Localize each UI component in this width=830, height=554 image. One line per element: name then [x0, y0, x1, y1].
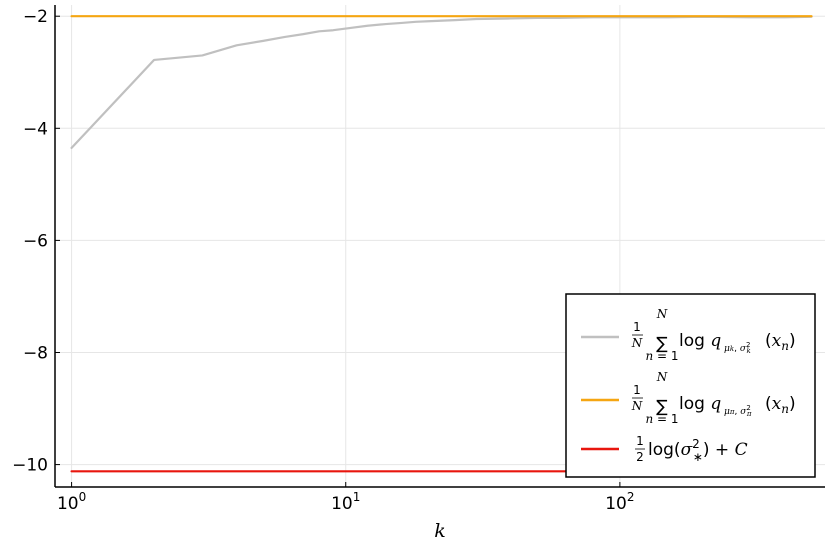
svg-text:log(σ2∗) + C: log(σ2 ∗) + C: [648, 437, 748, 464]
x-tick-label: 101: [331, 490, 360, 514]
svg-text:(xn): (xn): [765, 394, 796, 416]
series-line-1: [70, 15, 813, 150]
y-tick-label: −4: [23, 119, 48, 139]
svg-text:∑: ∑: [656, 334, 668, 354]
x-axis-label: k: [434, 520, 446, 542]
legend-box: [565, 293, 816, 478]
y-tick-label: −2: [23, 7, 48, 27]
legend-label-series-2: 1 N N ∑ n = 1 log q μπ, σ2 π (xn): [631, 370, 796, 426]
svg-text:N: N: [656, 307, 668, 321]
legend-label-series-3: 1 2 log(σ2 ∗) + C: [635, 434, 748, 464]
svg-text:1: 1: [633, 320, 641, 334]
x-ticks: 100 101 102: [57, 482, 635, 514]
svg-text:μπ, σ2π: μπ, σ2 π: [724, 404, 752, 418]
y-ticks: −10 −8 −6 −4 −2: [12, 7, 60, 476]
axes: [54, 5, 825, 488]
svg-text:1: 1: [633, 383, 641, 397]
svg-text:N: N: [631, 399, 643, 413]
svg-text:N: N: [656, 370, 668, 384]
svg-text:log q: log q: [679, 331, 721, 351]
svg-text:log q: log q: [679, 394, 721, 414]
svg-text:n = 1: n = 1: [645, 412, 678, 426]
svg-text:(xn): (xn): [765, 331, 796, 353]
svg-text:∑: ∑: [656, 397, 668, 417]
svg-text:1: 1: [636, 434, 644, 448]
svg-text:2: 2: [636, 450, 644, 464]
svg-text:μk, σ2k: μk, σ2 k: [724, 341, 751, 355]
y-tick-label: −10: [12, 456, 48, 476]
x-tick-label: 102: [605, 490, 634, 514]
x-tick-label: 100: [57, 490, 86, 514]
y-tick-label: −8: [23, 343, 48, 363]
svg-text:n = 1: n = 1: [645, 349, 678, 363]
y-tick-label: −6: [23, 231, 48, 251]
svg-text:N: N: [631, 336, 643, 350]
legend-label-series-1: 1 N N ∑ n = 1 log q μk, σ2 k (xn): [631, 307, 796, 363]
legend: 1 N N ∑ n = 1 log q μk, σ2 k (xn) 1 N N ∑…: [565, 293, 816, 478]
